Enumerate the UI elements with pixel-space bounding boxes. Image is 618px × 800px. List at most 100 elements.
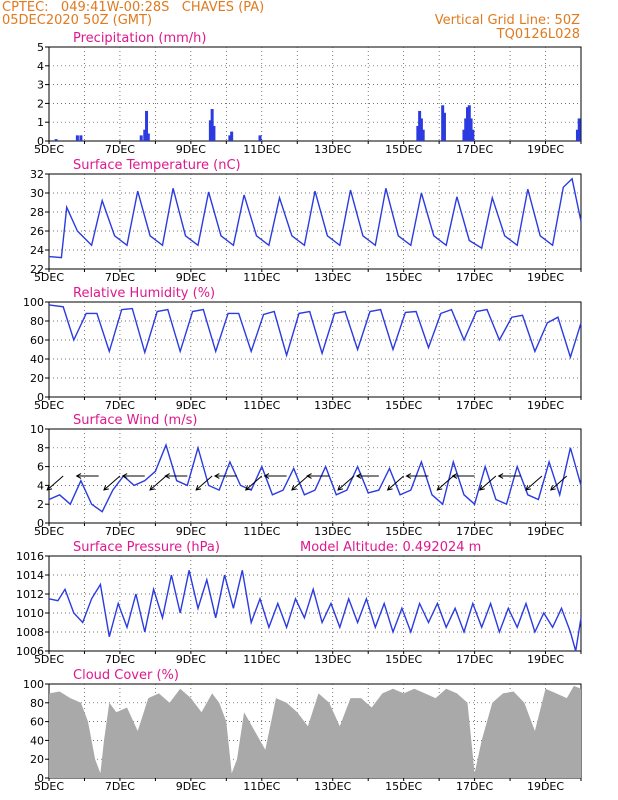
precip-xtick-label: 15DEC [385,143,422,156]
wind-arrow [195,475,213,491]
pressure-ytick-label: 1010 [16,607,44,620]
wind-arrow-head [213,473,220,479]
precip-bar [212,125,216,141]
precip-bar [577,118,581,141]
precip-title: Precipitation (mm/h) [73,31,206,46]
wind-arrow-head [337,485,344,491]
rh-ytick-label: 40 [30,353,44,366]
wind-xtick-label: 9DEC [176,525,206,538]
temp-xtick-label: 13DEC [314,271,351,284]
wind-xtick-label: 13DEC [314,525,351,538]
pressure-frame [48,555,582,652]
pressure-xtick-label: 5DEC [34,653,64,666]
wind-xtick-label: 15DEC [385,525,422,538]
cloud-xtick-label: 17DEC [456,780,493,793]
wind-arrow-head [195,485,202,491]
precip-bar [75,135,79,141]
wind-arrow-head [263,473,270,479]
wind-xtick-label: 7DEC [105,525,135,538]
precip-bar [79,135,83,141]
rh-ytick-label: 20 [30,372,44,385]
rh-series-line [48,304,582,360]
wind-arrow-head [479,485,485,491]
wind-title: Surface Wind (m/s) [73,413,197,428]
rh-title: Relative Humidity (%) [73,286,215,301]
pressure-xtick-label: 9DEC [176,653,206,666]
wind-arrow-head [103,485,109,491]
cloud-title: Cloud Cover (%) [73,668,179,683]
cloud-xtick-label: 9DEC [176,780,206,793]
cloud-xtick-label: 13DEC [314,780,351,793]
temp-xtick-label: 9DEC [176,271,206,284]
wind-arrow [245,475,263,491]
precip-bar [575,129,579,141]
temp-ytick-label: 24 [30,244,44,257]
precip-xtick-label: 13DEC [314,143,351,156]
temp-ytick-label: 32 [30,168,44,181]
wind-frame [48,428,582,524]
wind-ytick-label: 10 [30,423,44,436]
cloud-ytick-label: 100 [23,678,44,691]
wind-arrow-head [451,473,458,479]
precip-bar [228,135,232,141]
precip-ytick-label: 1 [37,116,44,129]
precip-bar [419,118,423,141]
precip-bar [208,120,212,141]
wind-arrow [436,475,454,491]
wind-ytick-label: 0 [37,517,44,530]
rh-frame [48,301,582,398]
rh-ytick-label: 0 [37,391,44,404]
precip-ytick-label: 3 [37,79,44,92]
precip-ytick-label: 2 [37,97,44,110]
rh-ytick-label: 60 [30,334,44,347]
pressure-annotation: Model Altitude: 0.492024 m [300,540,481,555]
rh-ytick-label: 100 [23,296,44,309]
precip-bar [143,129,147,141]
wind-arrow [550,475,568,491]
precip-xtick-label: 9DEC [176,143,206,156]
temp-ytick-label: 22 [30,263,44,276]
precip-bar [467,105,471,141]
cloud-ytick-label: 40 [30,734,44,747]
pressure-title: Surface Pressure (hPa) [73,540,220,555]
precip-bar [442,112,446,141]
precip-bar [145,110,149,141]
wind-arrow-head [149,485,156,491]
wind-arrow-head [405,473,412,479]
pressure-ytick-label: 1006 [16,645,44,658]
wind-ytick-label: 8 [37,442,44,455]
rh-xtick-label: 17DEC [456,399,493,412]
rh-xtick-label: 13DEC [314,399,351,412]
wind-arrow-head [164,473,170,479]
wind-arrow-head [436,485,443,491]
header-run-date: 05DEC2020 50Z (GMT) [2,13,153,28]
temp-xtick-label: 7DEC [105,271,135,284]
rh-ytick-label: 80 [30,315,44,328]
temp-xtick-label: 19DEC [527,271,564,284]
wind-arrow [149,475,167,491]
precip-bar [230,131,234,141]
wind-xtick-label: 5DEC [34,525,64,538]
rh-xtick-label: 19DEC [527,399,564,412]
wind-arrow [337,475,355,491]
temp-ytick-label: 30 [30,187,44,200]
precip-xtick-label: 11DEC [243,143,280,156]
pressure-ytick-label: 1016 [16,550,44,563]
precip-ytick-label: 4 [37,60,44,73]
temp-series-line [48,177,582,259]
rh-xtick-label: 15DEC [385,399,422,412]
precip-bar [471,129,475,141]
wind-arrow [291,475,309,491]
temp-title: Surface Temperature (nC) [73,158,241,173]
wind-arrow-head [355,473,362,479]
precip-xtick-label: 5DEC [34,143,64,156]
rh-xtick-label: 9DEC [176,399,206,412]
wind-arrow-head [550,485,556,491]
wind-xtick-label: 11DEC [243,525,280,538]
cloud-xtick-label: 15DEC [385,780,422,793]
cloud-ytick-label: 20 [30,753,44,766]
cloud-ytick-label: 0 [37,772,44,785]
wind-arrow-head [46,485,53,491]
wind-arrow [525,475,543,491]
